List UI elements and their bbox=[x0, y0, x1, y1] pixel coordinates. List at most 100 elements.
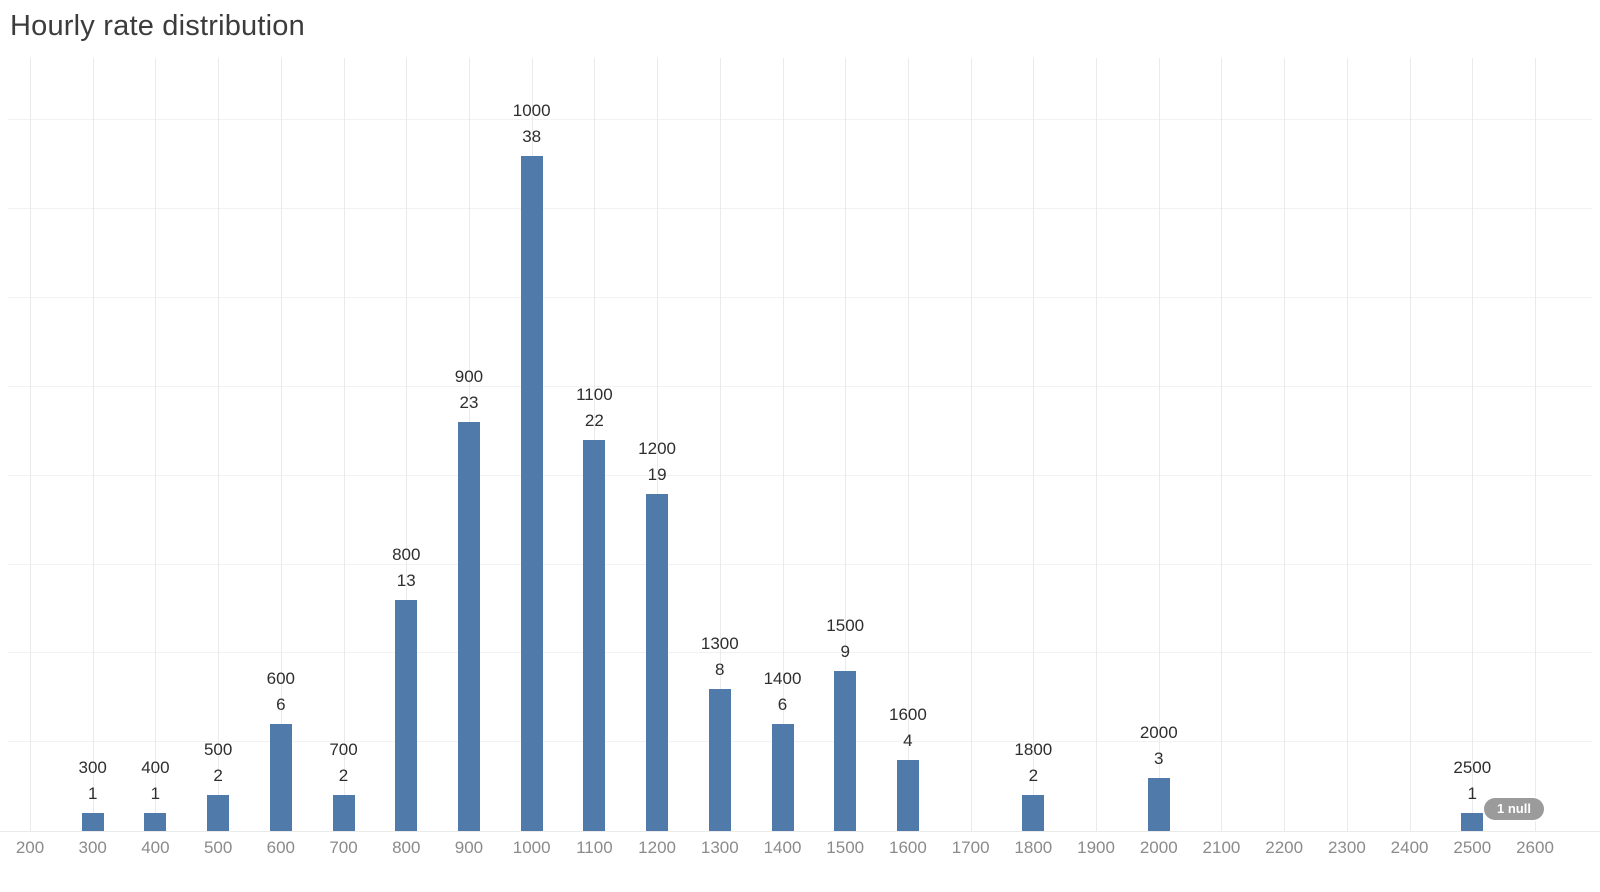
horizontal-gridline bbox=[8, 208, 1592, 210]
bar-label-x-value: 1100 bbox=[576, 385, 613, 405]
bar-label-1300: 1300 8 bbox=[675, 631, 765, 683]
bar-label-2500: 2500 1 bbox=[1427, 755, 1517, 807]
vertical-gridline bbox=[782, 58, 784, 831]
bar-label-x-value: 500 bbox=[203, 740, 233, 760]
bar-label-count: 4 bbox=[903, 730, 913, 750]
x-tick-label-1200: 1200 bbox=[638, 838, 676, 857]
bar-label-count: 19 bbox=[647, 464, 667, 484]
bar-label-count: 2 bbox=[213, 766, 223, 786]
horizontal-gridline bbox=[8, 652, 1592, 654]
bar-label-x-value: 400 bbox=[141, 758, 170, 778]
bar-800[interactable] bbox=[395, 600, 418, 831]
bar-label-x-value: 700 bbox=[329, 740, 358, 760]
bar-label-count: 1 bbox=[1467, 784, 1478, 804]
bar-1800[interactable] bbox=[1022, 795, 1045, 831]
x-tick-label-500: 500 bbox=[203, 838, 233, 857]
bar-1000[interactable] bbox=[520, 156, 543, 831]
vertical-gridline bbox=[1158, 58, 1160, 831]
x-tick-label-1700: 1700 bbox=[951, 838, 990, 857]
vertical-gridline bbox=[218, 58, 220, 831]
bar-1400[interactable] bbox=[771, 724, 794, 831]
bar-label-x-value: 1000 bbox=[512, 101, 551, 120]
horizontal-gridline bbox=[8, 563, 1592, 565]
x-tick-label-2300: 2300 bbox=[1327, 838, 1366, 857]
bar-1600[interactable] bbox=[896, 759, 919, 831]
x-tick-label-200: 200 bbox=[15, 838, 45, 857]
bar-300[interactable] bbox=[81, 813, 104, 831]
bar-2500[interactable] bbox=[1461, 813, 1484, 831]
bar-label-x-value: 300 bbox=[78, 758, 107, 778]
horizontal-gridline bbox=[8, 474, 1592, 476]
bar-label-count: 13 bbox=[396, 571, 416, 591]
bar-label-count: 2 bbox=[1028, 766, 1039, 786]
x-tick-label-1500: 1500 bbox=[826, 838, 865, 857]
bar-1500[interactable] bbox=[834, 671, 857, 831]
x-tick-label-2000: 2000 bbox=[1139, 838, 1178, 857]
x-tick-label-1000: 1000 bbox=[512, 838, 551, 857]
bar-label-700: 700 2 bbox=[299, 737, 389, 789]
bar-label-1200: 1200 19 bbox=[612, 436, 702, 488]
bar-label-1600: 1600 4 bbox=[863, 702, 953, 754]
bar-400[interactable] bbox=[144, 813, 167, 831]
vertical-gridline bbox=[657, 58, 659, 831]
vertical-gridline bbox=[1284, 58, 1286, 831]
bar-label-count: 6 bbox=[777, 695, 788, 715]
x-tick-label-2400: 2400 bbox=[1390, 838, 1429, 857]
bar-label-count: 9 bbox=[840, 642, 850, 662]
bar-label-x-value: 1200 bbox=[638, 438, 676, 458]
x-tick-label-1800: 1800 bbox=[1014, 838, 1053, 857]
null-indicator-badge[interactable]: 1 null bbox=[1484, 798, 1544, 820]
bar-label-1400: 1400 6 bbox=[738, 666, 828, 718]
bar-label-x-value: 600 bbox=[266, 669, 296, 689]
plot-area: 300 1 400 1 500 2 600 6 700 2 800 13 900 23 1000 38 1100… bbox=[0, 58, 1600, 832]
bar-1300[interactable] bbox=[708, 688, 731, 831]
x-tick-label-400: 400 bbox=[141, 838, 170, 857]
bar-label-count: 38 bbox=[522, 127, 542, 146]
bar-label-x-value: 1400 bbox=[763, 669, 802, 689]
bar-2000[interactable] bbox=[1147, 777, 1170, 831]
horizontal-gridline bbox=[8, 741, 1592, 743]
horizontal-gridline bbox=[8, 119, 1592, 121]
bar-label-2000: 2000 3 bbox=[1114, 720, 1204, 772]
vertical-gridline bbox=[30, 58, 31, 831]
bar-label-300: 300 1 bbox=[48, 755, 138, 807]
bar-label-count: 8 bbox=[715, 659, 725, 679]
vertical-gridline bbox=[1033, 58, 1035, 831]
x-tick-label-2600: 2600 bbox=[1516, 838, 1554, 857]
bar-label-x-value: 1500 bbox=[826, 616, 865, 636]
bar-900[interactable] bbox=[457, 422, 480, 831]
x-tick-label-1600: 1600 bbox=[888, 838, 927, 857]
bar-500[interactable] bbox=[207, 795, 230, 831]
bar-label-1000: 1000 38 bbox=[487, 98, 577, 150]
vertical-gridline bbox=[1409, 58, 1411, 831]
bar-label-1500: 1500 9 bbox=[800, 613, 890, 665]
bar-1200[interactable] bbox=[646, 493, 669, 831]
bar-label-count: 2 bbox=[338, 766, 349, 786]
x-tick-label-800: 800 bbox=[392, 838, 421, 857]
bar-label-x-value: 800 bbox=[392, 545, 421, 565]
x-tick-label-2500: 2500 bbox=[1453, 838, 1492, 857]
bar-label-600: 600 6 bbox=[236, 666, 326, 718]
bar-label-x-value: 1300 bbox=[700, 633, 739, 653]
x-tick-label-2200: 2200 bbox=[1265, 838, 1304, 857]
bar-600[interactable] bbox=[269, 724, 292, 831]
x-tick-label-300: 300 bbox=[78, 838, 107, 857]
horizontal-gridline bbox=[8, 297, 1592, 299]
bar-1100[interactable] bbox=[583, 440, 606, 831]
bar-label-800: 800 13 bbox=[361, 542, 451, 594]
horizontal-gridline bbox=[8, 385, 1592, 387]
bar-label-x-value: 1800 bbox=[1014, 740, 1053, 760]
vertical-gridline bbox=[1346, 58, 1348, 831]
vertical-gridline bbox=[1221, 58, 1223, 831]
bar-label-x-value: 1600 bbox=[888, 704, 927, 724]
vertical-gridline bbox=[907, 58, 909, 831]
x-tick-label-1900: 1900 bbox=[1077, 838, 1115, 857]
bar-label-count: 3 bbox=[1154, 748, 1164, 768]
bar-label-400: 400 1 bbox=[110, 755, 200, 807]
bar-label-x-value: 900 bbox=[454, 367, 484, 387]
bar-label-count: 6 bbox=[276, 695, 286, 715]
bar-label-x-value: 2000 bbox=[1139, 722, 1178, 742]
vertical-gridline bbox=[343, 58, 345, 831]
chart-title: Hourly rate distribution bbox=[10, 10, 305, 42]
bar-700[interactable] bbox=[332, 795, 355, 831]
